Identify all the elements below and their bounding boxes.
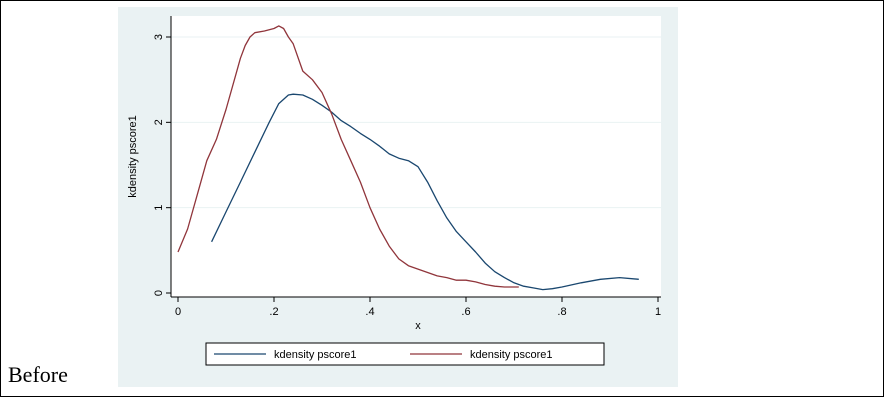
grid-lines bbox=[171, 36, 661, 209]
axis-labels: x kdensity pscore1 bbox=[127, 115, 421, 332]
y-tick-label: 3 bbox=[153, 34, 165, 40]
x-tick-label: 0 bbox=[175, 306, 181, 318]
series-line-1 bbox=[211, 93, 639, 291]
legend: kdensity pscore1 kdensity pscore1 bbox=[205, 342, 605, 366]
series-lines bbox=[177, 25, 639, 291]
x-axis-label: x bbox=[415, 320, 421, 332]
axes: 0 .2 .4 .6 .8 1 0 1 2 3 bbox=[153, 16, 661, 318]
x-tick-label: .4 bbox=[365, 306, 374, 318]
y-tick-label: 1 bbox=[153, 205, 165, 211]
plot-area bbox=[171, 16, 661, 297]
legend-entry-label: kdensity pscore1 bbox=[274, 349, 357, 361]
y-tick-label: 2 bbox=[153, 119, 165, 125]
y-axis-label: kdensity pscore1 bbox=[127, 115, 139, 198]
legend-box bbox=[205, 342, 605, 366]
x-tick-label: 1 bbox=[655, 306, 661, 318]
kdensity-chart: 0 .2 .4 .6 .8 1 0 1 2 3 x kdensity pscore1 kdensi… bbox=[118, 7, 678, 387]
y-tick-label: 0 bbox=[153, 290, 165, 296]
x-tick-label: .8 bbox=[557, 306, 566, 318]
series-line-2 bbox=[177, 25, 519, 288]
x-tick-label: .6 bbox=[461, 306, 470, 318]
x-tick-label: .2 bbox=[269, 306, 278, 318]
figure-caption: Before bbox=[8, 362, 68, 387]
legend-entry-label: kdensity pscore1 bbox=[470, 349, 553, 361]
chart-svg: 0 .2 .4 .6 .8 1 0 1 2 3 x kdensity pscore1 kdensi… bbox=[118, 7, 678, 387]
